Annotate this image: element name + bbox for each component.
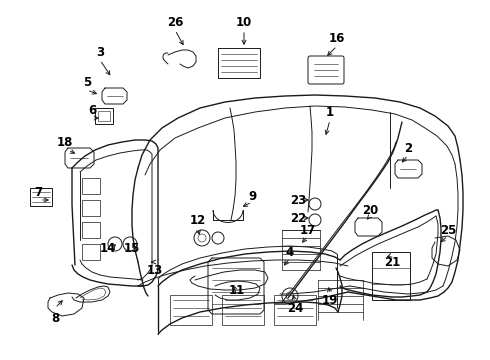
Text: 15: 15 xyxy=(124,242,140,255)
Bar xyxy=(82,244,100,260)
Bar xyxy=(82,222,100,238)
Text: 2: 2 xyxy=(404,141,412,154)
Bar xyxy=(95,108,113,124)
Text: 8: 8 xyxy=(51,311,59,324)
Text: 25: 25 xyxy=(440,224,456,237)
Text: 3: 3 xyxy=(96,45,104,58)
Text: 1: 1 xyxy=(326,105,334,118)
Text: 12: 12 xyxy=(190,213,206,226)
Bar xyxy=(170,295,212,325)
Text: 11: 11 xyxy=(229,284,245,297)
Bar xyxy=(98,111,110,121)
Text: 24: 24 xyxy=(287,302,303,315)
Text: 9: 9 xyxy=(248,189,256,202)
Text: 6: 6 xyxy=(88,104,96,117)
Text: 5: 5 xyxy=(83,76,91,89)
Text: 21: 21 xyxy=(384,256,400,269)
Bar xyxy=(222,295,264,325)
Text: 10: 10 xyxy=(236,15,252,28)
Text: 19: 19 xyxy=(322,293,338,306)
Text: 26: 26 xyxy=(167,15,183,28)
Bar xyxy=(372,252,410,300)
Text: 13: 13 xyxy=(147,264,163,276)
Text: 16: 16 xyxy=(329,31,345,45)
Text: 18: 18 xyxy=(57,135,73,148)
Bar xyxy=(274,295,316,325)
Bar xyxy=(30,188,52,206)
Text: 14: 14 xyxy=(100,242,116,255)
Text: 22: 22 xyxy=(290,211,306,225)
Text: 7: 7 xyxy=(34,185,42,198)
Text: 20: 20 xyxy=(362,203,378,216)
Bar xyxy=(82,200,100,216)
Text: 4: 4 xyxy=(286,246,294,258)
Text: 17: 17 xyxy=(300,224,316,237)
Text: 23: 23 xyxy=(290,194,306,207)
Bar xyxy=(82,178,100,194)
